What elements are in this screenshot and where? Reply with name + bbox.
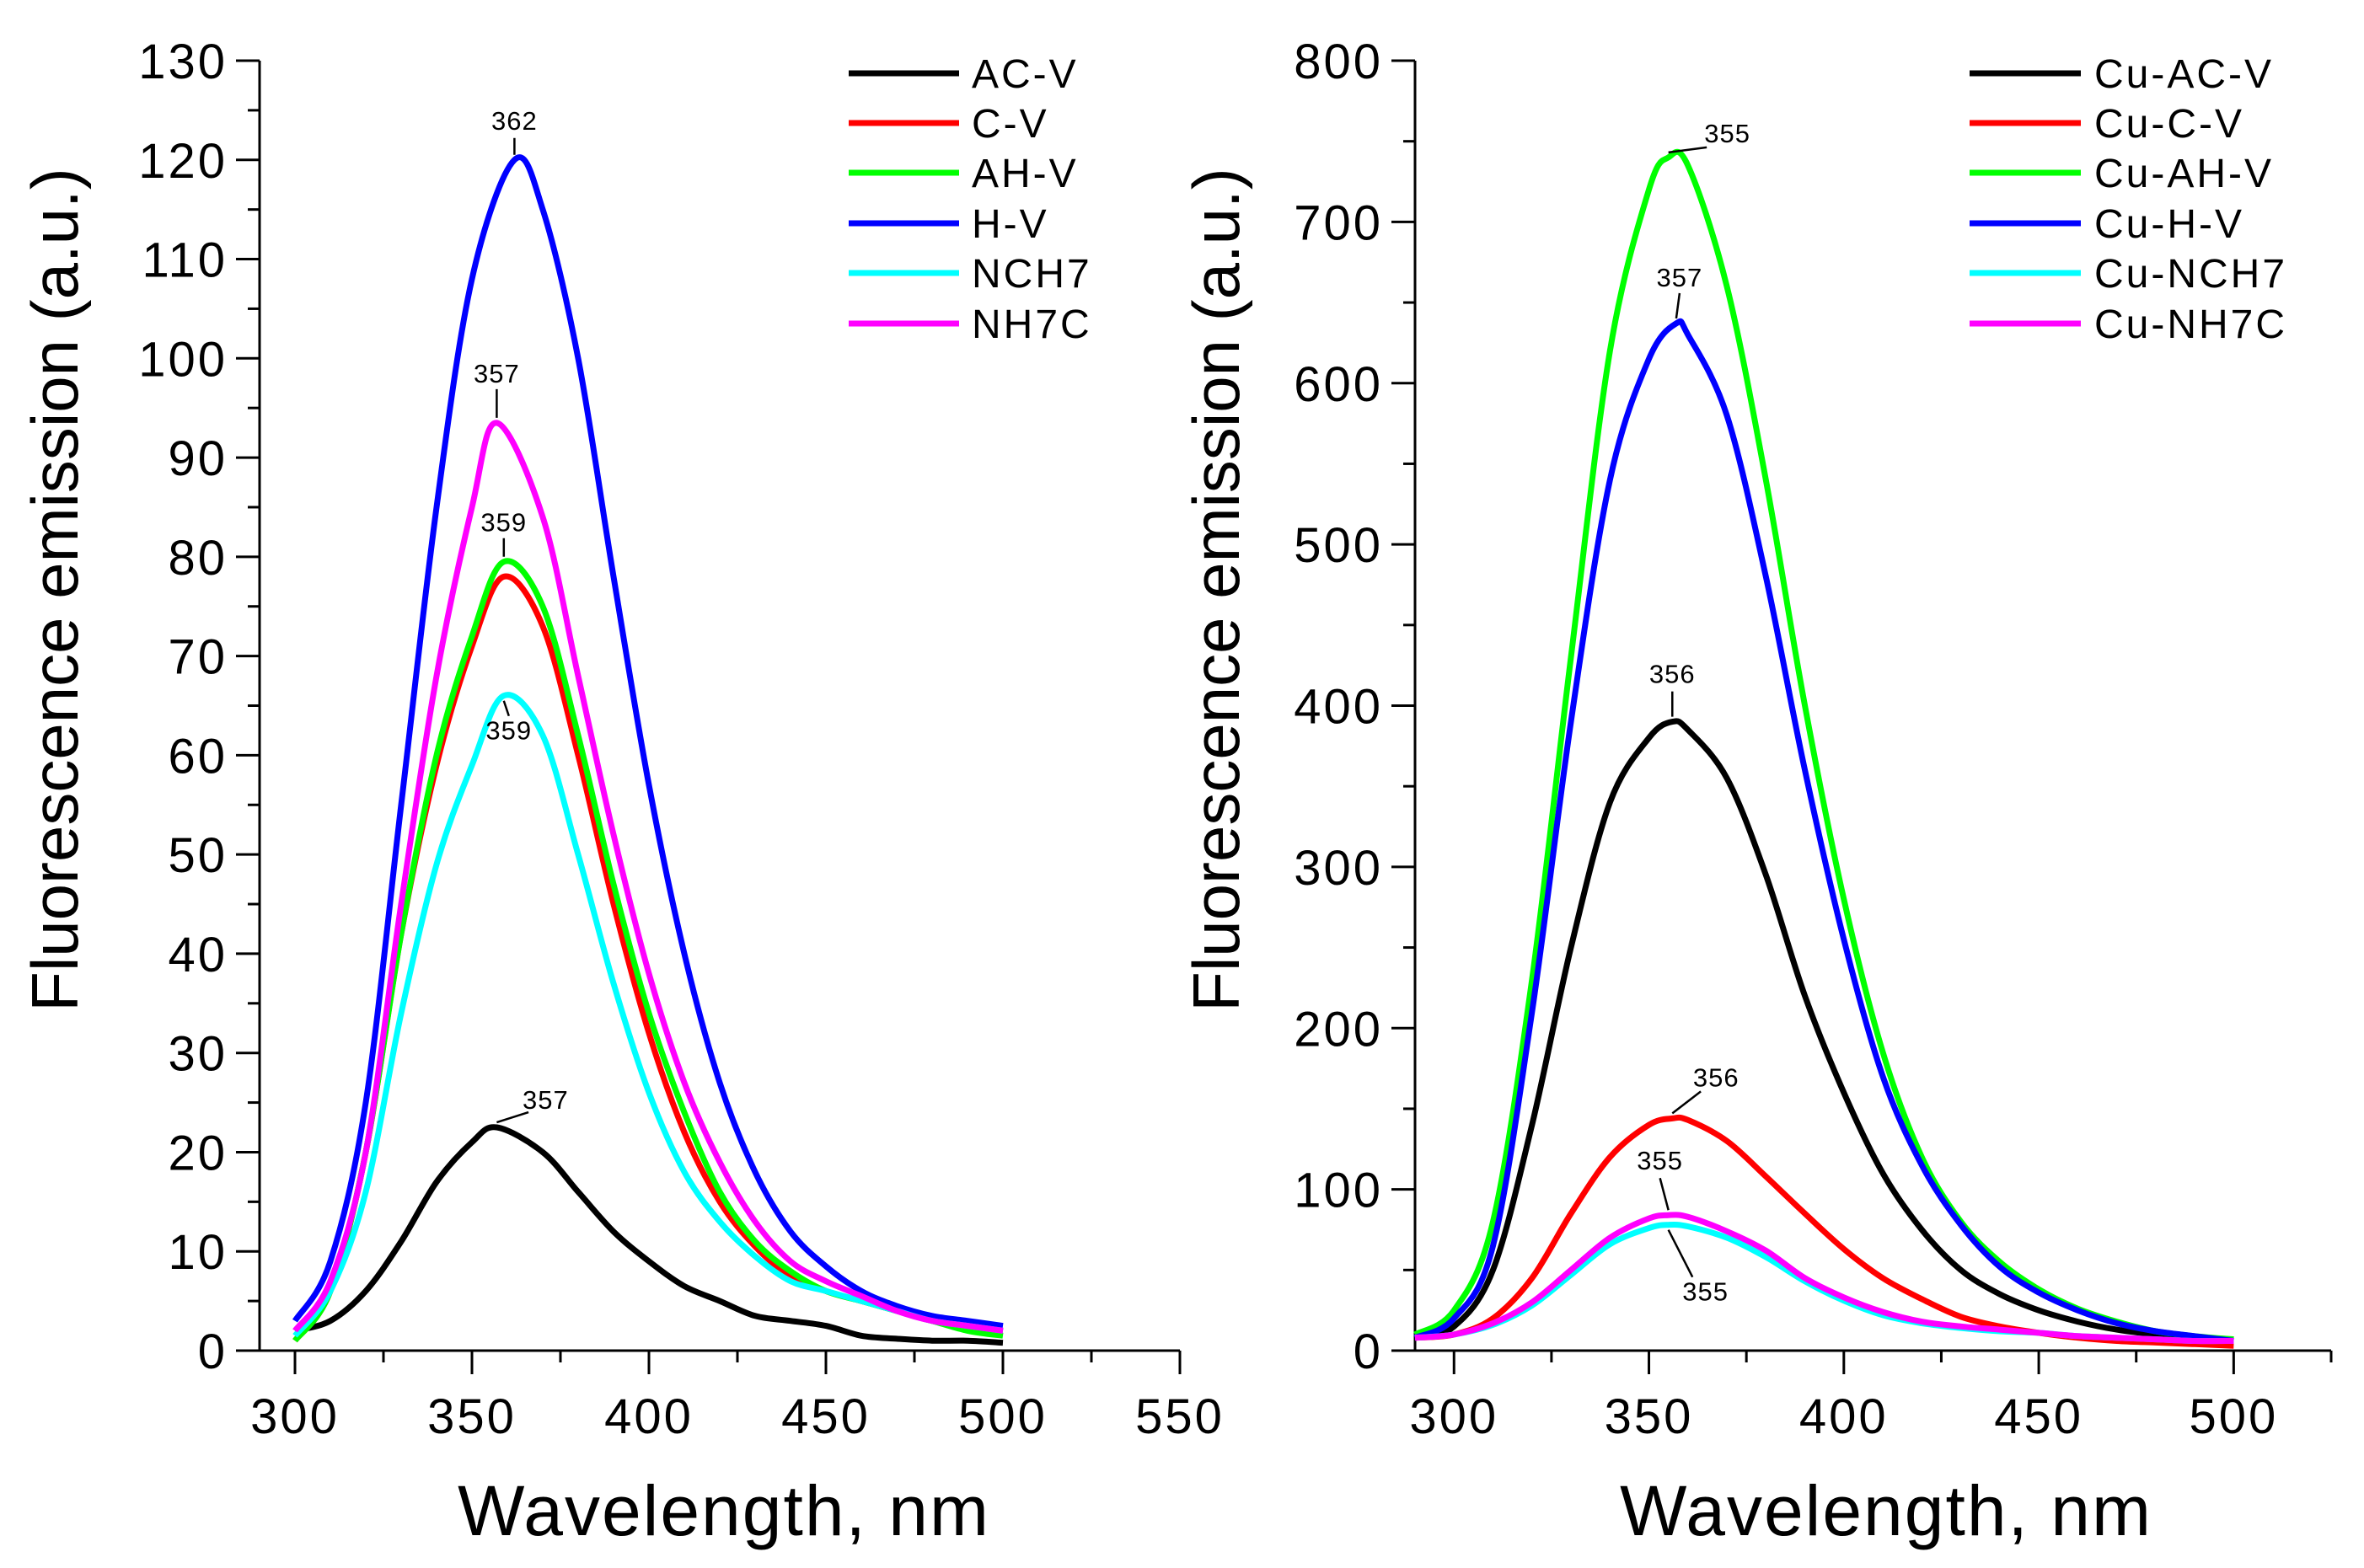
annotation-leader (496, 1110, 529, 1124)
peak-annotation: 355 (1704, 119, 1750, 148)
y-tick-label: 500 (1294, 518, 1383, 573)
peak-annotation: 356 (1649, 660, 1696, 689)
y-tick-label: 0 (1354, 1325, 1383, 1379)
series-line-ac-v (294, 1124, 1004, 1346)
y-tick-label: 130 (138, 35, 228, 89)
y-tick-label: 120 (138, 134, 228, 189)
legend-label: AC-V (972, 52, 1079, 97)
legend-label: Cu-AC-V (2094, 52, 2274, 97)
y-tick-label: 700 (1294, 195, 1383, 250)
x-tick-label: 400 (1799, 1389, 1889, 1444)
annotation-leader (1671, 1090, 1702, 1115)
annotation-leader (1659, 1177, 1670, 1211)
peak-annotation: 356 (1693, 1062, 1739, 1092)
x-tick-label: 300 (250, 1389, 340, 1444)
y-tick-label: 100 (138, 332, 228, 387)
y-axis-title: Fluorescence emission (a.u.) (1179, 168, 1253, 1011)
x-tick-label: 300 (1409, 1389, 1498, 1444)
y-tick-label: 30 (168, 1027, 228, 1082)
legend-label: Cu-H-V (2094, 202, 2244, 247)
peak-annotation: 362 (491, 106, 538, 136)
y-tick-label: 50 (168, 828, 228, 883)
series-line-cu-nh7c (1414, 1212, 2234, 1345)
right-chart-panel: Fluorescence emission (a.u.) Wavelength,… (1179, 35, 2333, 1550)
x-tick-label: 500 (2189, 1389, 2278, 1444)
x-tick-label: 400 (604, 1389, 694, 1444)
series-line-cu-c-v (1414, 1114, 2234, 1349)
x-axis-title: Wavelength, nm (1620, 1471, 2152, 1550)
series-line-nch7 (292, 692, 1004, 1338)
y-tick-label: 800 (1294, 35, 1383, 89)
x-tick-label: 550 (1135, 1389, 1225, 1444)
peak-annotation: 355 (1682, 1277, 1729, 1307)
legend-label: NCH7 (972, 252, 1092, 297)
annotation-leader (1667, 1229, 1694, 1278)
annotation-leader (1675, 292, 1681, 319)
peak-annotation: 357 (523, 1085, 569, 1115)
legend-label: Cu-C-V (2094, 102, 2244, 147)
x-tick-label: 500 (958, 1389, 1048, 1444)
y-tick-label: 200 (1294, 1002, 1383, 1057)
peak-annotation: 357 (1657, 263, 1703, 292)
y-tick-label: 40 (168, 928, 228, 982)
x-tick-label: 450 (781, 1389, 871, 1444)
series-line-cu-ac-v (1414, 718, 2234, 1343)
x-tick-label: 350 (1605, 1389, 1694, 1444)
legend-label: AH-V (972, 152, 1079, 196)
series-line-c-v (292, 573, 1004, 1343)
y-tick-label: 20 (168, 1126, 228, 1180)
legend-label: NH7C (972, 302, 1092, 347)
legend-label: C-V (972, 102, 1049, 147)
series-line-ah-v (292, 558, 1004, 1343)
y-tick-label: 110 (142, 233, 228, 288)
y-tick-label: 600 (1294, 357, 1383, 412)
y-tick-label: 300 (1294, 841, 1383, 896)
y-tick-label: 400 (1294, 680, 1383, 735)
peak-annotation: 359 (485, 716, 532, 746)
series-line-h-v (292, 154, 1004, 1330)
x-axis-title: Wavelength, nm (458, 1471, 990, 1550)
annotation-leader (502, 700, 510, 717)
legend-label: Cu-NH7C (2094, 302, 2287, 347)
peak-annotation: 355 (1637, 1146, 1683, 1175)
annotation-leader (1668, 146, 1707, 154)
x-tick-label: 450 (1994, 1389, 2083, 1444)
peak-annotation: 357 (474, 359, 520, 388)
legend-label: H-V (972, 202, 1049, 247)
y-tick-label: 90 (168, 431, 228, 486)
y-tick-label: 80 (168, 531, 228, 586)
y-tick-label: 100 (1294, 1164, 1383, 1218)
y-tick-label: 0 (198, 1325, 228, 1379)
legend-label: Cu-NCH7 (2094, 252, 2287, 297)
y-tick-label: 60 (168, 729, 228, 784)
legend-label: Cu-AH-V (2094, 152, 2274, 196)
x-tick-label: 350 (427, 1389, 517, 1444)
y-tick-label: 10 (168, 1225, 228, 1280)
y-axis-title: Fluorescence emission (a.u.) (18, 168, 92, 1011)
series-line-nh7c (292, 420, 1004, 1334)
y-tick-label: 70 (168, 630, 228, 685)
left-chart-panel: Fluorescence emission (a.u.) Wavelength,… (18, 35, 1225, 1550)
series-line-cu-h-v (1413, 318, 2234, 1344)
peak-annotation: 359 (480, 508, 527, 538)
